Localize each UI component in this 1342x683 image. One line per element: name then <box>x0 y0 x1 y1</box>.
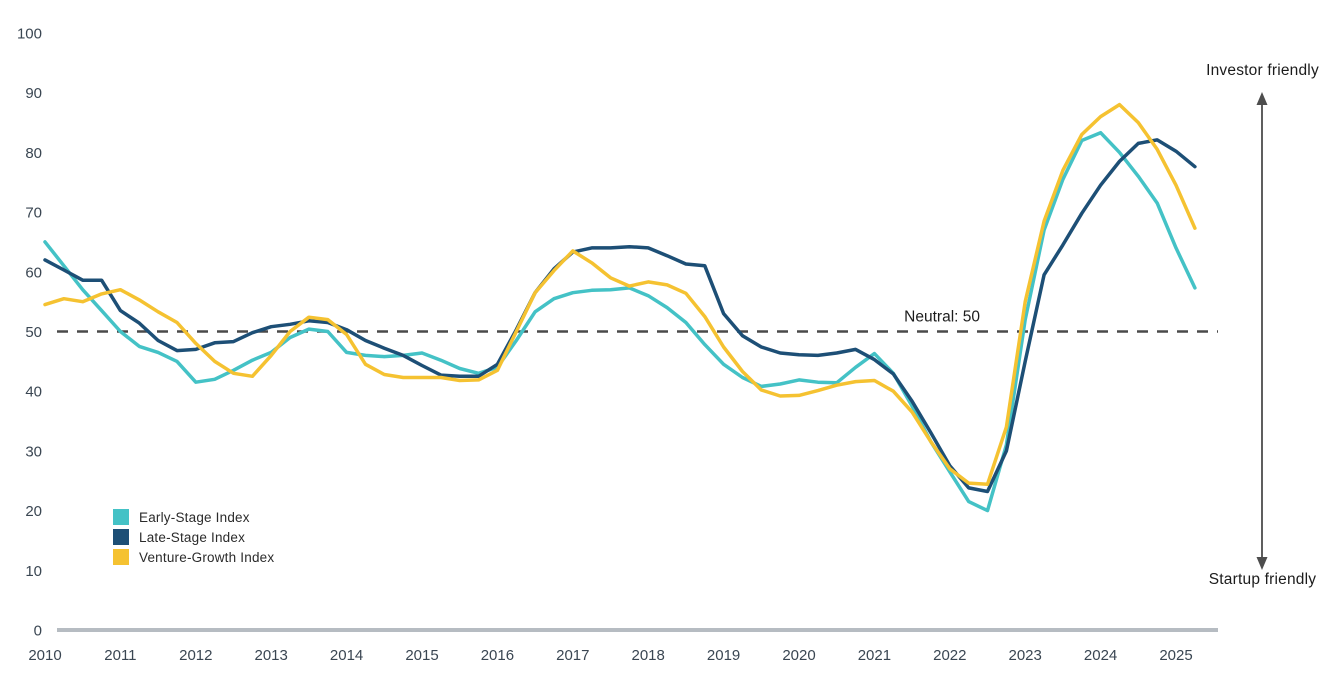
y-axis-tick-label: 20 <box>25 503 42 520</box>
x-axis-year-label: 2022 <box>933 647 966 664</box>
x-axis-year-label: 2021 <box>858 647 891 664</box>
investor-startup-arrow <box>1252 92 1272 570</box>
x-axis-year-label: 2018 <box>632 647 665 664</box>
y-axis-tick-label: 70 <box>25 205 42 222</box>
venture-growth-index-line <box>43 102 1197 487</box>
legend-item: Venture-Growth Index <box>113 549 274 565</box>
double-arrow-icon <box>1256 92 1268 570</box>
legend-item: Late-Stage Index <box>113 529 274 545</box>
x-axis-year-label: 2014 <box>330 647 363 664</box>
y-axis-tick-label: 90 <box>25 85 42 102</box>
x-axis-year-label: 2020 <box>782 647 815 664</box>
legend-label: Early-Stage Index <box>139 509 250 525</box>
legend-label: Late-Stage Index <box>139 529 246 545</box>
legend-swatch <box>113 509 129 525</box>
chart-legend: Early-Stage Index Late-Stage Index Venture… <box>113 509 274 565</box>
x-axis-year-label: 2012 <box>179 647 212 664</box>
x-axis-year-label: 2017 <box>556 647 589 664</box>
y-axis-tick-label: 0 <box>34 623 42 640</box>
legend-label: Venture-Growth Index <box>139 549 275 565</box>
legend-swatch <box>113 529 129 545</box>
x-axis-year-label: 2013 <box>255 647 288 664</box>
y-axis-tick-label: 100 <box>17 26 42 43</box>
x-axis-year-label: 2019 <box>707 647 740 664</box>
x-axis-year-label: 2010 <box>28 647 61 664</box>
x-axis-year-label: 2024 <box>1084 647 1117 664</box>
x-axis-year-label: 2023 <box>1009 647 1042 664</box>
x-axis-year-label: 2025 <box>1159 647 1192 664</box>
y-axis-tick-label: 60 <box>25 264 42 281</box>
investor-friendly-label: Investor friendly <box>1206 62 1319 79</box>
y-axis-tick-label: 30 <box>25 443 42 460</box>
startup-friendly-label: Startup friendly <box>1208 571 1317 588</box>
legend-item: Early-Stage Index <box>113 509 274 525</box>
y-axis-tick-label: 40 <box>25 384 42 401</box>
late-stage-index-line <box>43 138 1197 494</box>
y-axis-tick-label: 50 <box>25 324 42 341</box>
x-axis-year-label: 2016 <box>481 647 514 664</box>
legend-swatch <box>113 549 129 565</box>
y-axis-tick-label: 80 <box>25 145 42 162</box>
y-axis-tick-label: 10 <box>25 563 42 580</box>
neutral-line-label: Neutral: 50 <box>904 309 980 326</box>
x-axis-year-label: 2015 <box>405 647 438 664</box>
x-axis-year-label: 2011 <box>104 647 136 664</box>
